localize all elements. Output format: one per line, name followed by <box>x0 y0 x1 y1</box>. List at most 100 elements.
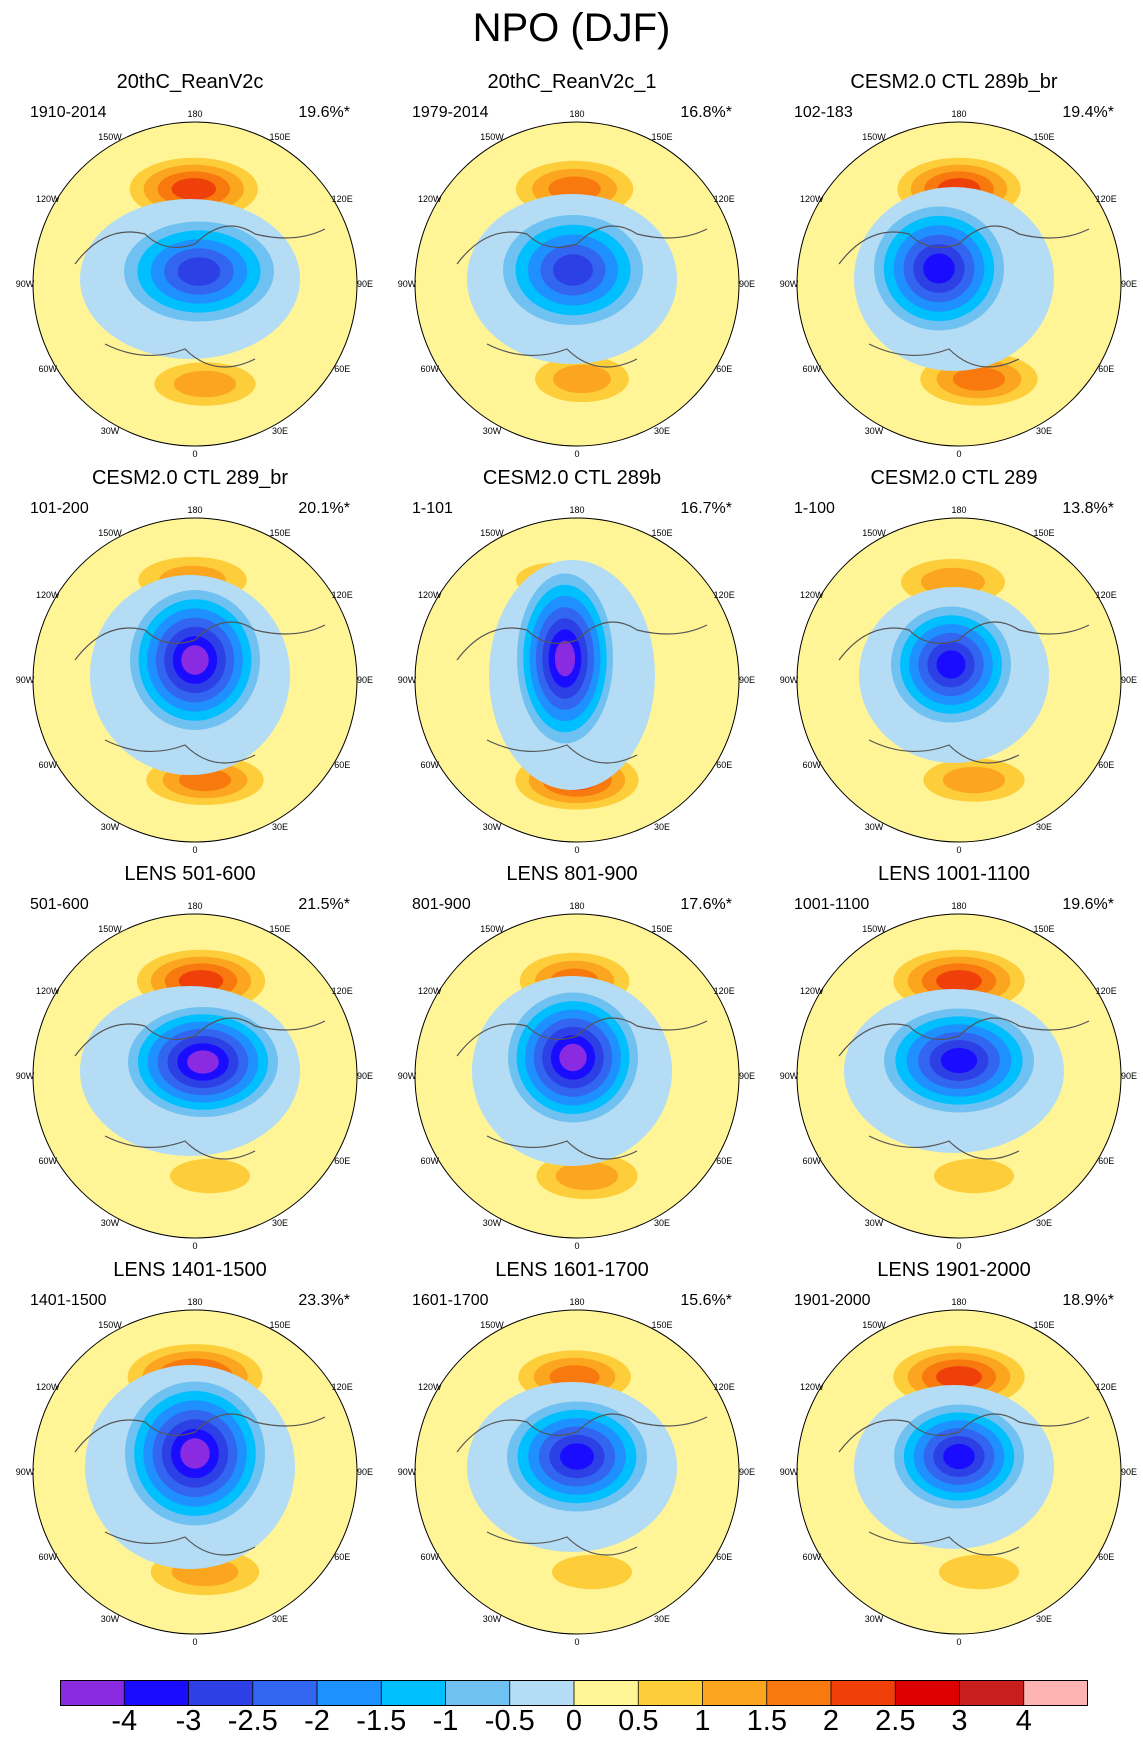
longitude-label: 30W <box>865 1614 884 1624</box>
colorbar-tick-label: 4 <box>1015 1705 1032 1737</box>
period-label: 101-200 <box>30 500 89 517</box>
coastline <box>74 1017 326 1160</box>
period-label: 1001-1100 <box>794 896 870 913</box>
coastline <box>838 1413 1090 1556</box>
map-panel: LENS 1601-1700 180 150E 120E 90E 60E 30E 0 30W 60… <box>382 1258 762 1654</box>
longitude-label: 60W <box>421 1156 440 1166</box>
longitude-label: 150W <box>480 1320 504 1330</box>
longitude-label: 120W <box>800 986 824 996</box>
polar-map: 180 150E 120E 90E 60E 30E 0 30W 60W 90W 120W 150W <box>398 109 755 459</box>
colorbar-tick-label: 1.5 <box>746 1705 787 1737</box>
panel-title: LENS 1601-1700 <box>495 1259 649 1281</box>
longitude-label: 0 <box>956 845 961 855</box>
longitude-label: 60E <box>334 760 350 770</box>
colorbar-tick-label: -2.5 <box>227 1705 278 1737</box>
longitude-label: 90E <box>739 279 755 289</box>
period-label: 1901-2000 <box>794 1292 871 1309</box>
longitude-label: 30E <box>654 1614 670 1624</box>
longitude-label: 90E <box>739 1467 755 1477</box>
panel-title: LENS 1001-1100 <box>878 863 1030 885</box>
longitude-label: 180 <box>569 505 584 515</box>
map-panel: LENS 801-900 180 150E 120E 90E 60E 30E 0 30W 60W 9… <box>382 862 762 1258</box>
arctic-anomaly <box>553 254 593 286</box>
variance-percent: 20.1%* <box>298 500 350 517</box>
period-label: 501-600 <box>30 896 89 913</box>
map-panel: LENS 1001-1100 180 150E 120E 90E 60E 30E 0 30W 60… <box>764 862 1143 1258</box>
coastline <box>74 225 326 368</box>
map-boundary <box>414 1309 740 1635</box>
arctic-anomaly <box>554 640 576 677</box>
coastline <box>838 621 1090 764</box>
colorbar-tick-label: 3 <box>951 1705 968 1737</box>
atlantic-anomaly <box>939 1554 1019 1590</box>
variance-percent: 16.8%* <box>680 104 732 121</box>
panel-title: LENS 1401-1500 <box>113 1259 267 1281</box>
longitude-label: 120E <box>1096 194 1117 204</box>
colorbar-tick-label: 0 <box>565 1705 583 1737</box>
arctic-anomaly <box>187 1050 219 1074</box>
variance-percent: 15.6%* <box>680 1292 732 1309</box>
longitude-label: 0 <box>574 845 579 855</box>
longitude-label: 90E <box>1121 675 1137 685</box>
longitude-label: 90W <box>398 1467 417 1477</box>
longitude-label: 60E <box>334 364 350 374</box>
longitude-label: 90W <box>398 675 417 685</box>
longitude-label: 30W <box>483 1218 502 1228</box>
longitude-label: 60W <box>421 364 440 374</box>
longitude-label: 180 <box>951 901 966 911</box>
colorbar-tick-label: -4 <box>111 1705 138 1737</box>
longitude-label: 90E <box>357 1467 373 1477</box>
longitude-label: 180 <box>187 505 202 515</box>
longitude-label: 150E <box>1033 1320 1054 1330</box>
variance-percent: 21.5%* <box>298 896 350 913</box>
longitude-label: 30W <box>101 1614 120 1624</box>
arctic-anomaly <box>923 253 955 284</box>
period-label: 102-183 <box>794 104 853 121</box>
longitude-label: 150E <box>651 132 672 142</box>
polar-map: 180 150E 120E 90E 60E 30E 0 30W 60W 90W 120W 150W <box>16 109 373 459</box>
longitude-label: 0 <box>192 1637 197 1647</box>
map-boundary <box>32 517 358 843</box>
longitude-label: 150W <box>862 1320 886 1330</box>
map-boundary <box>796 517 1122 843</box>
longitude-label: 180 <box>569 1297 584 1307</box>
colorbar-swatch <box>574 1680 639 1706</box>
longitude-label: 180 <box>569 109 584 119</box>
map-panel: LENS 501-600 180 150E 120E 90E 60E 30E 0 30W 60W 9… <box>0 862 380 1258</box>
colorbar-swatch <box>188 1680 254 1706</box>
map-panel: 20thC_ReanV2c 180 150E 120E 90E 60E 30E 0 30W 60W… <box>0 70 380 466</box>
colorbar-tick-label: -1.5 <box>356 1705 407 1737</box>
longitude-label: 90W <box>16 1467 35 1477</box>
colorbar-labels: -4 -3 -2.5 -2 -1.5 -1 -0.5 0 0.5 1 1.5 2 2.5 3 4 <box>60 1705 1088 1738</box>
longitude-label: 90W <box>16 279 35 289</box>
map-boundary <box>414 121 740 447</box>
longitude-label: 90E <box>357 675 373 685</box>
longitude-label: 60W <box>803 1156 822 1166</box>
longitude-label: 120E <box>1096 986 1117 996</box>
colorbar-tick-label: 1 <box>694 1705 711 1737</box>
longitude-label: 60W <box>39 760 58 770</box>
arctic-anomaly <box>177 257 221 286</box>
longitude-label: 90W <box>398 279 417 289</box>
coastline <box>74 621 326 764</box>
atlantic-anomaly <box>552 1554 632 1590</box>
colorbar-svg <box>60 1680 1089 1706</box>
polar-map: 180 150E 120E 90E 60E 30E 0 30W 60W 90W 120W 150W <box>16 505 373 855</box>
longitude-label: 150W <box>480 528 504 538</box>
arctic-anomaly <box>560 1443 594 1470</box>
longitude-label: 30E <box>272 822 288 832</box>
atlantic-anomaly <box>952 367 1006 391</box>
longitude-label: 60E <box>1098 364 1114 374</box>
longitude-label: 90E <box>1121 279 1137 289</box>
polar-map: 180 150E 120E 90E 60E 30E 0 30W 60W 90W 120W 150W <box>16 1297 373 1647</box>
atlantic-anomaly <box>553 364 611 394</box>
panel-title: LENS 801-900 <box>506 863 638 885</box>
panel-title: 20thC_ReanV2c_1 <box>487 71 657 93</box>
longitude-label: 30W <box>101 1218 120 1228</box>
longitude-label: 150E <box>1033 924 1054 934</box>
arctic-anomaly <box>943 1443 975 1470</box>
longitude-label: 150W <box>98 924 122 934</box>
longitude-label: 60W <box>421 760 440 770</box>
map-boundary <box>414 913 740 1239</box>
longitude-label: 180 <box>951 1297 966 1307</box>
